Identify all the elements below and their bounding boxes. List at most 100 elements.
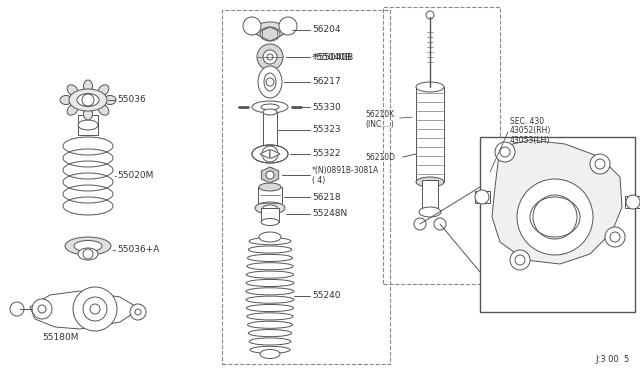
Ellipse shape [258,66,282,98]
Text: 55322: 55322 [312,150,340,158]
Ellipse shape [246,296,294,303]
Text: 56218: 56218 [312,192,340,202]
Ellipse shape [259,232,281,242]
Circle shape [495,142,515,162]
Text: 43052(RH): 43052(RH) [510,126,552,135]
Ellipse shape [248,321,292,328]
Text: 56204: 56204 [312,26,340,35]
Ellipse shape [78,120,98,130]
Circle shape [510,250,530,270]
Text: ❈55040B: ❈55040B [312,52,355,61]
Text: 55330: 55330 [312,103,340,112]
Circle shape [32,299,52,319]
Circle shape [605,227,625,247]
Bar [625,196,640,208]
Circle shape [243,17,261,35]
Circle shape [83,297,107,321]
Bar [258,187,282,211]
Circle shape [434,218,446,230]
Ellipse shape [104,96,116,105]
Ellipse shape [65,237,111,255]
Text: *55040B: *55040B [313,52,352,61]
Text: *(N)0891B-3081A: *(N)0891B-3081A [312,166,380,174]
Text: 43053(LH): 43053(LH) [510,135,550,144]
Circle shape [279,17,297,35]
Bar [263,112,277,148]
Ellipse shape [249,338,291,345]
Polygon shape [262,27,278,41]
Circle shape [595,159,605,169]
Circle shape [267,54,273,60]
Circle shape [517,179,593,255]
Ellipse shape [247,313,293,320]
Circle shape [262,146,278,162]
Ellipse shape [261,104,279,110]
Polygon shape [30,291,140,329]
Circle shape [426,11,434,19]
Bar [475,191,490,203]
Bar [78,115,98,135]
Text: 55036+A: 55036+A [117,246,159,254]
Text: 55036: 55036 [117,96,146,105]
Text: 55323: 55323 [312,125,340,135]
FancyArrow shape [270,150,280,158]
Circle shape [90,304,100,314]
Ellipse shape [248,246,292,253]
Ellipse shape [416,177,444,187]
Text: 56210D: 56210D [365,153,395,161]
Ellipse shape [263,145,277,151]
Circle shape [83,249,93,259]
Ellipse shape [99,105,109,115]
Bar [422,180,438,212]
Text: 55180M: 55180M [42,333,79,341]
Ellipse shape [83,80,93,92]
Circle shape [590,154,610,174]
Circle shape [475,190,489,204]
Circle shape [82,94,94,106]
Ellipse shape [260,27,280,41]
Ellipse shape [419,207,441,217]
Circle shape [73,287,117,331]
Text: SEC. 430: SEC. 430 [510,118,544,126]
Circle shape [610,232,620,242]
Circle shape [263,50,277,64]
Ellipse shape [260,350,280,359]
Ellipse shape [254,22,286,38]
Ellipse shape [259,183,281,191]
Ellipse shape [247,263,293,270]
Ellipse shape [78,248,98,260]
Ellipse shape [250,346,290,353]
FancyArrow shape [260,150,270,158]
Ellipse shape [252,101,288,113]
Ellipse shape [246,279,294,286]
Circle shape [515,255,525,265]
Text: 55240: 55240 [312,291,340,300]
Ellipse shape [261,218,279,225]
Ellipse shape [263,109,277,115]
Ellipse shape [60,96,72,105]
Circle shape [257,44,283,70]
Ellipse shape [67,105,77,115]
Ellipse shape [416,82,444,92]
Ellipse shape [248,254,292,262]
Ellipse shape [67,85,77,95]
Ellipse shape [69,89,107,111]
Polygon shape [492,140,622,264]
Ellipse shape [74,241,102,251]
Circle shape [266,78,274,86]
Circle shape [38,305,46,313]
Ellipse shape [248,330,292,337]
Text: 55020M: 55020M [117,171,154,180]
Circle shape [266,171,274,179]
Circle shape [10,302,24,316]
Ellipse shape [246,271,294,278]
Circle shape [500,147,510,157]
Ellipse shape [83,108,93,120]
Polygon shape [261,167,278,183]
Ellipse shape [249,238,291,245]
Ellipse shape [246,288,294,295]
Ellipse shape [99,85,109,95]
Ellipse shape [252,145,288,163]
Ellipse shape [77,93,99,106]
Bar [480,137,635,312]
